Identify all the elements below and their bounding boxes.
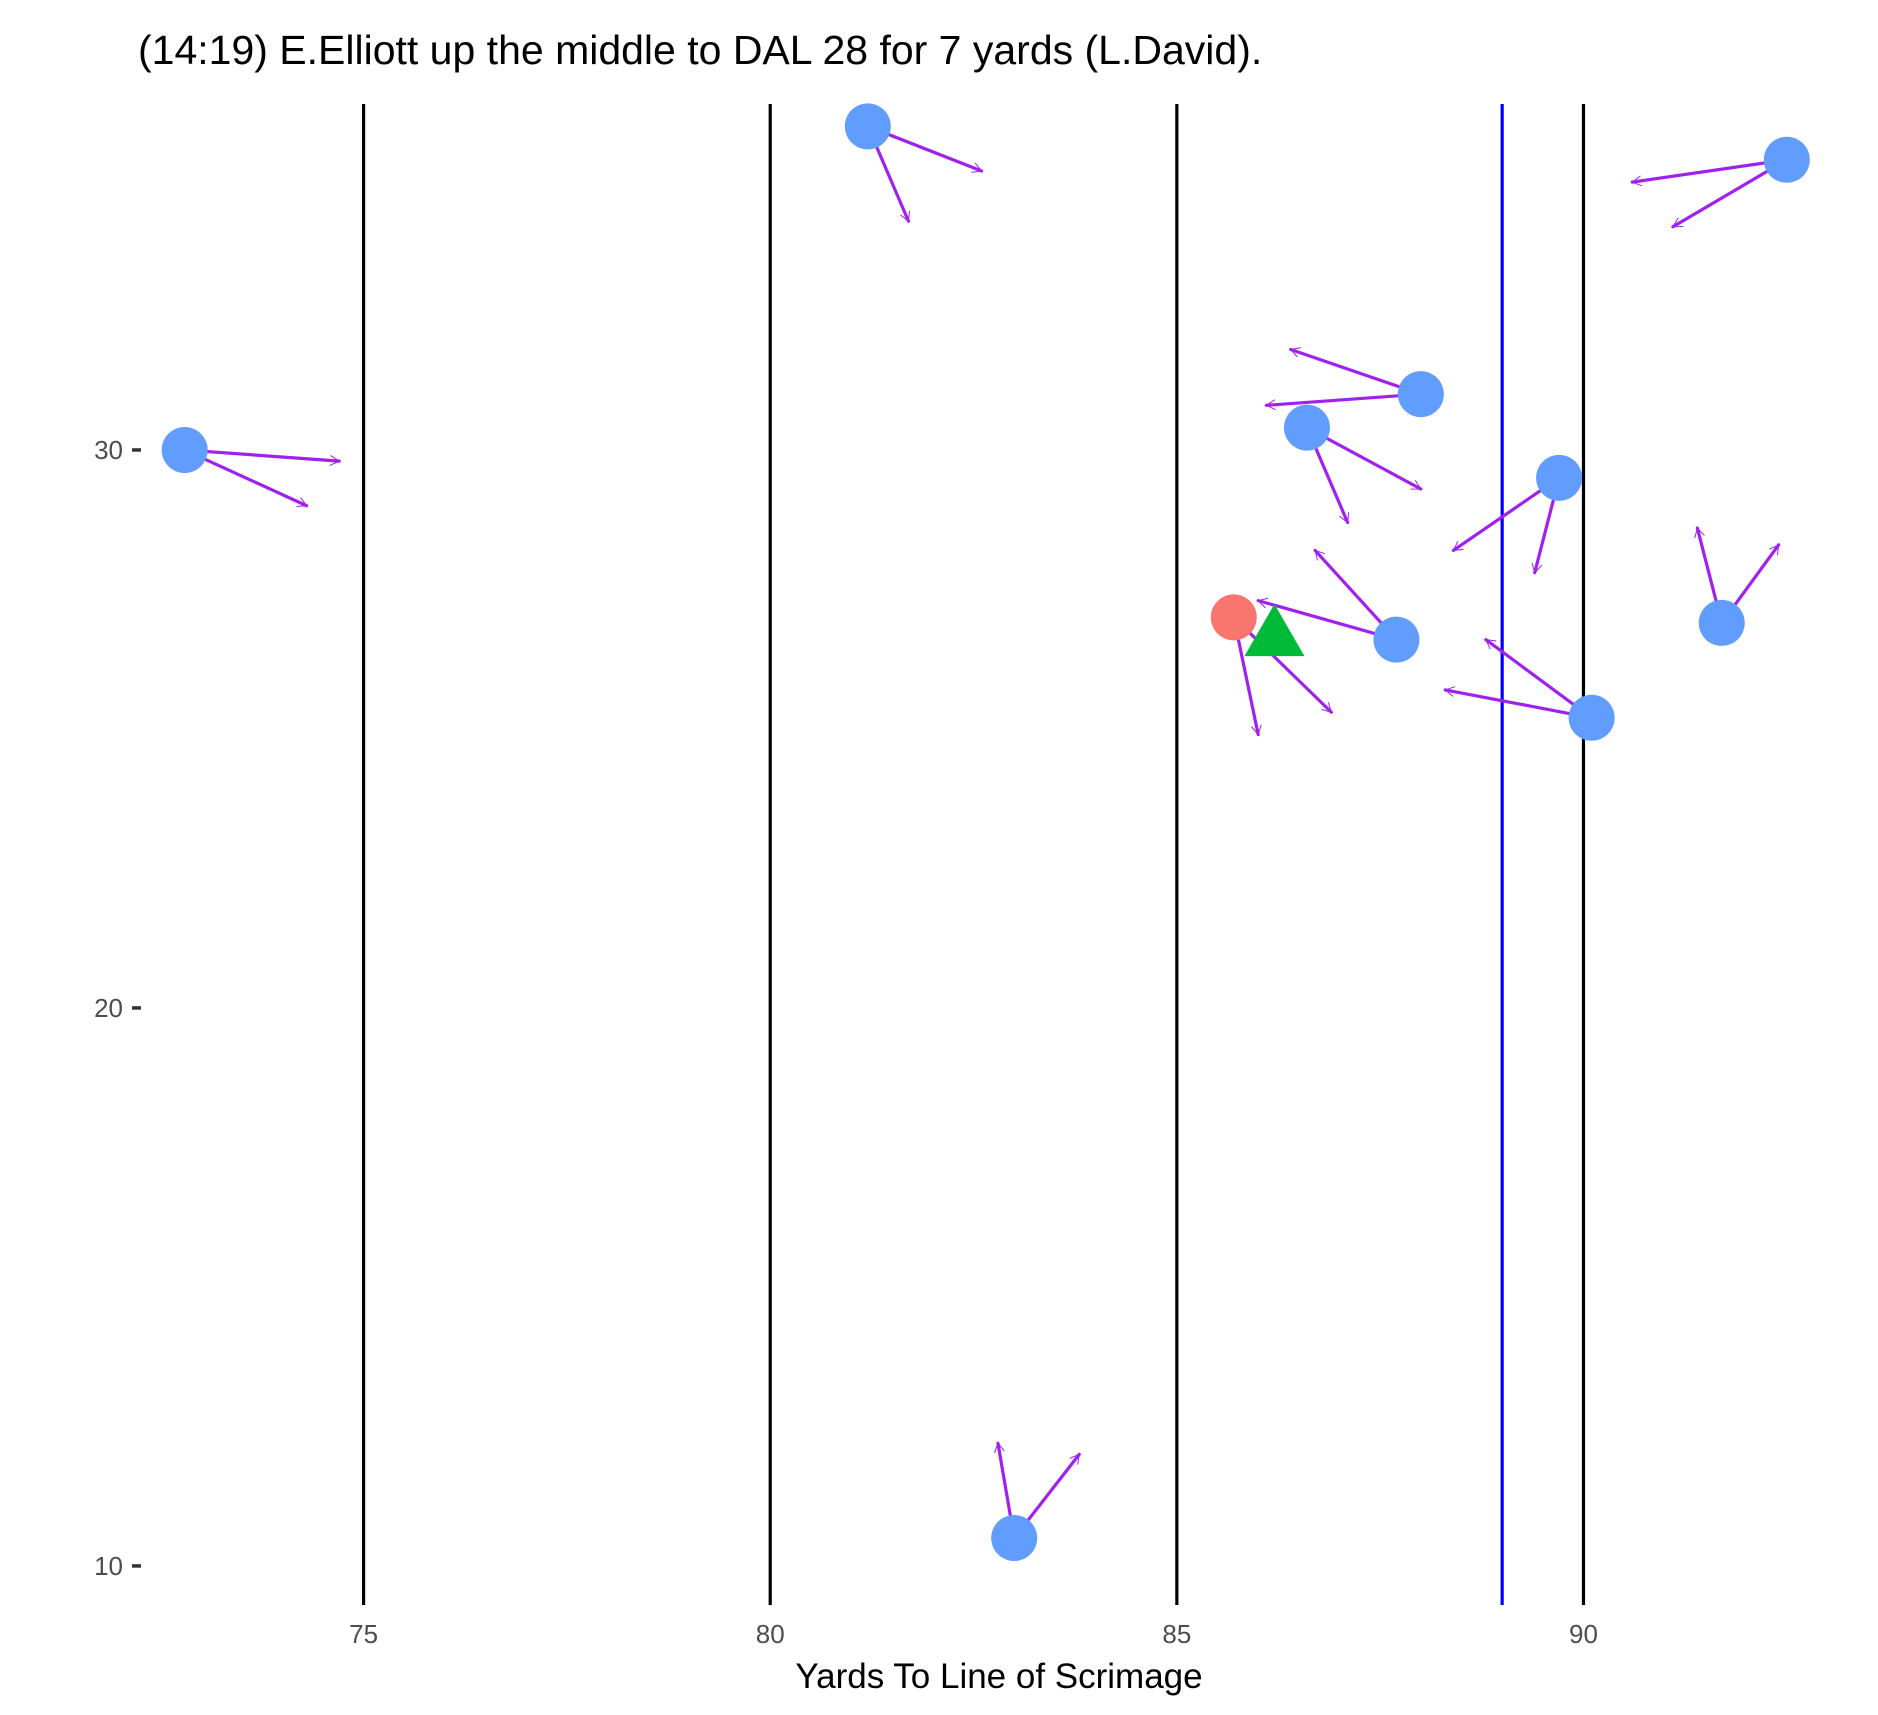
- player-marker-7: [1698, 599, 1745, 646]
- player-marker-1: [161, 426, 208, 473]
- vector-arrow-4-2: [1264, 392, 1423, 411]
- player-marker-8: [1373, 616, 1420, 663]
- vector-arrow-3-1: [1630, 158, 1789, 187]
- x-axis: 75 80 85 90: [349, 1619, 1598, 1649]
- player-marker-2: [844, 103, 891, 150]
- vector-arrow-9-1: [1443, 686, 1594, 720]
- player-marker-3: [1763, 136, 1810, 183]
- yard-lines: [361, 104, 1586, 1605]
- velocity-vectors: [183, 124, 1789, 1540]
- player-marker-9: [1568, 694, 1615, 741]
- ball-carrier-marker: [1210, 594, 1257, 641]
- x-tick-label-75: 75: [349, 1619, 378, 1649]
- y-tick-label-20: 20: [94, 993, 123, 1023]
- player-marker-5: [1283, 404, 1330, 451]
- football-marker: [1244, 604, 1305, 657]
- x-tick-label-85: 85: [1162, 1619, 1191, 1649]
- y-tick-label-30: 30: [94, 435, 123, 465]
- player-marker-6: [1536, 454, 1583, 501]
- chart-title: (14:19) E.Elliott up the middle to DAL 2…: [138, 27, 1262, 73]
- y-axis: 10 20 30: [94, 435, 141, 1581]
- x-axis-title: Yards To Line of Scrimage: [795, 1657, 1202, 1696]
- x-tick-label-80: 80: [756, 1619, 785, 1649]
- vector-arrow-8-1: [1256, 597, 1399, 642]
- x-tick-label-90: 90: [1569, 1619, 1598, 1649]
- vector-arrow-1-1: [183, 448, 341, 466]
- player-markers: [161, 103, 1810, 1562]
- player-marker-10: [991, 1515, 1038, 1562]
- player-marker-4: [1397, 371, 1444, 418]
- y-tick-label-10: 10: [94, 1551, 123, 1581]
